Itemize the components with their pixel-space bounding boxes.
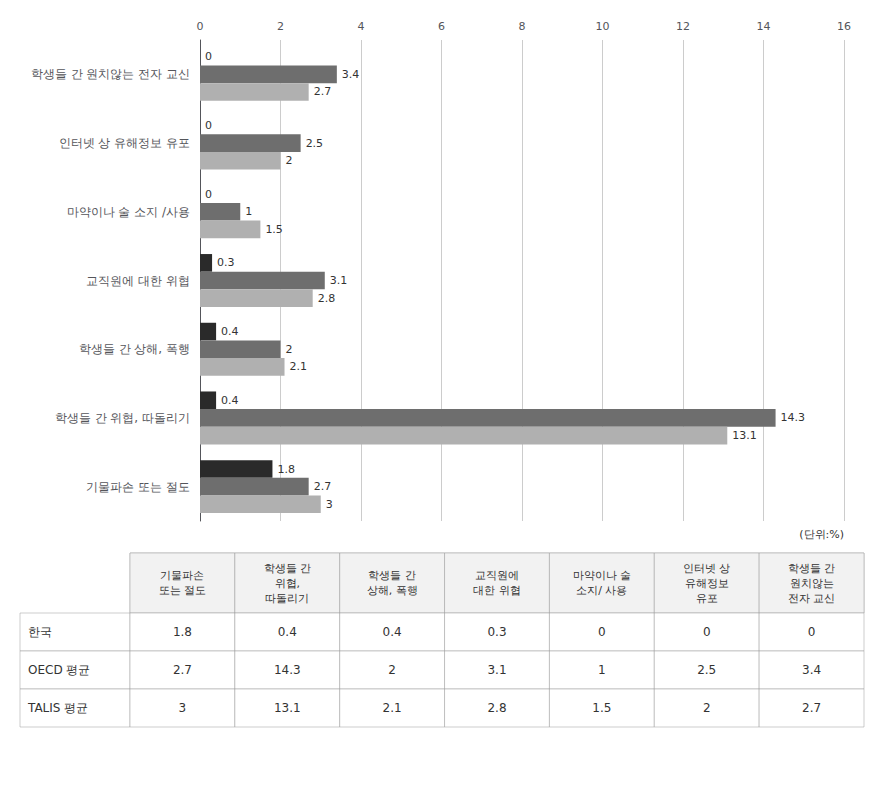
svg-text:13.1: 13.1: [274, 701, 301, 715]
svg-text:전자 교신: 전자 교신: [788, 592, 836, 605]
svg-text:원치않는: 원치않는: [790, 577, 834, 590]
svg-text:0: 0: [703, 625, 711, 639]
svg-text:TALIS 평균: TALIS 평균: [27, 701, 88, 715]
svg-text:1.5: 1.5: [265, 223, 283, 236]
svg-text:13.1: 13.1: [732, 429, 757, 442]
svg-text:0.4: 0.4: [221, 325, 239, 338]
svg-text:학생들 간 위협, 따돌리기: 학생들 간 위협, 따돌리기: [55, 411, 190, 425]
svg-text:기물파손: 기물파손: [160, 569, 204, 582]
svg-text:3.4: 3.4: [342, 68, 360, 81]
svg-text:0: 0: [205, 188, 212, 201]
svg-text:마약이나 술 소지 /사용: 마약이나 술 소지 /사용: [67, 205, 191, 219]
svg-text:2.7: 2.7: [173, 663, 192, 677]
svg-text:3: 3: [179, 701, 187, 715]
svg-text:2: 2: [703, 701, 711, 715]
svg-text:1: 1: [598, 663, 606, 677]
svg-text:14.3: 14.3: [274, 663, 301, 677]
svg-text:소지/ 사용: 소지/ 사용: [576, 584, 627, 597]
svg-text:0: 0: [205, 119, 212, 132]
svg-text:OECD 평균: OECD 평균: [28, 663, 90, 677]
svg-text:0: 0: [205, 50, 212, 63]
svg-text:유해정보: 유해정보: [685, 577, 729, 590]
svg-text:유포: 유포: [696, 592, 718, 605]
svg-text:학생들 간 원치않는 전자 교신: 학생들 간 원치않는 전자 교신: [31, 67, 190, 81]
svg-text:1: 1: [245, 205, 252, 218]
svg-text:따돌리기: 따돌리기: [265, 592, 309, 605]
svg-text:2.1: 2.1: [290, 360, 308, 373]
svg-text:인터넷 상: 인터넷 상: [683, 562, 731, 575]
svg-text:대한 위협: 대한 위협: [473, 584, 521, 597]
svg-text:0: 0: [598, 625, 606, 639]
svg-text:한국: 한국: [28, 625, 52, 639]
svg-text:2.5: 2.5: [697, 663, 716, 677]
svg-text:2.8: 2.8: [318, 292, 336, 305]
svg-text:0: 0: [808, 625, 816, 639]
svg-text:인터넷 상 유해정보 유포: 인터넷 상 유해정보 유포: [59, 136, 190, 150]
svg-text:2: 2: [277, 20, 284, 33]
svg-text:기물파손 또는 절도: 기물파손 또는 절도: [86, 480, 190, 494]
svg-text:교직원에: 교직원에: [475, 569, 519, 582]
svg-text:0.4: 0.4: [383, 625, 402, 639]
svg-text:0.4: 0.4: [278, 625, 297, 639]
svg-text:2: 2: [286, 154, 293, 167]
svg-text:16: 16: [837, 20, 851, 33]
svg-text:0.3: 0.3: [487, 625, 506, 639]
svg-text:학생들 간: 학생들 간: [264, 562, 312, 575]
svg-text:2.8: 2.8: [487, 701, 506, 715]
svg-text:14.3: 14.3: [781, 411, 806, 424]
svg-text:14: 14: [757, 20, 771, 33]
svg-text:0.3: 0.3: [217, 256, 235, 269]
svg-text:2.1: 2.1: [383, 701, 402, 715]
svg-text:4: 4: [358, 20, 365, 33]
svg-text:2.7: 2.7: [314, 480, 332, 493]
svg-text:3.1: 3.1: [330, 274, 348, 287]
svg-text:2: 2: [388, 663, 396, 677]
svg-text:교직원에 대한 위협: 교직원에 대한 위협: [86, 274, 190, 288]
svg-text:1.8: 1.8: [277, 463, 295, 476]
svg-text:2.7: 2.7: [802, 701, 821, 715]
svg-text:학생들 간: 학생들 간: [788, 562, 836, 575]
svg-text:1.8: 1.8: [173, 625, 192, 639]
svg-text:(단위:%): (단위:%): [799, 528, 844, 541]
svg-text:2.7: 2.7: [314, 85, 332, 98]
svg-text:0.4: 0.4: [221, 394, 239, 407]
svg-text:또는 절도: 또는 절도: [159, 584, 207, 597]
svg-text:1.5: 1.5: [592, 701, 611, 715]
svg-text:학생들 간: 학생들 간: [368, 569, 416, 582]
svg-text:위협,: 위협,: [275, 577, 301, 590]
svg-text:10: 10: [596, 20, 610, 33]
svg-text:3.1: 3.1: [487, 663, 506, 677]
svg-text:학생들 간 상해, 폭행: 학생들 간 상해, 폭행: [79, 342, 190, 356]
svg-text:3.4: 3.4: [802, 663, 821, 677]
svg-text:상해, 폭행: 상해, 폭행: [367, 584, 418, 597]
svg-text:0: 0: [197, 20, 204, 33]
svg-text:8: 8: [519, 20, 526, 33]
svg-text:3: 3: [326, 498, 333, 511]
svg-text:6: 6: [438, 20, 445, 33]
svg-text:마약이나 술: 마약이나 술: [573, 569, 632, 582]
svg-text:2.5: 2.5: [306, 137, 324, 150]
svg-text:12: 12: [676, 20, 690, 33]
svg-text:2: 2: [286, 343, 293, 356]
